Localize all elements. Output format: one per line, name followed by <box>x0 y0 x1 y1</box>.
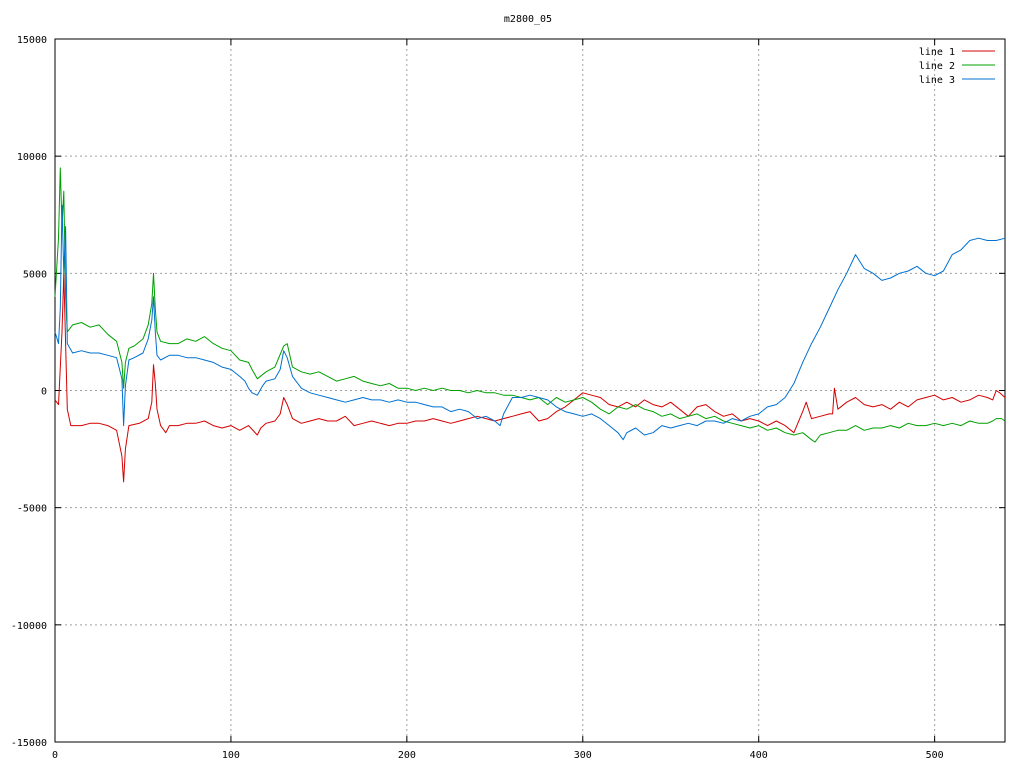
x-tick-label: 100 <box>222 750 240 761</box>
legend-label-1: line 1 <box>919 47 955 58</box>
axes: 0 100 200 300 400 500 -15000 -10000 -5000 0 5000 10… <box>11 35 1006 761</box>
series-line-2 <box>54 167 1006 443</box>
y-tick-label: 0 <box>41 387 47 398</box>
x-tick-label: 500 <box>926 750 944 761</box>
x-tick-label: 200 <box>398 750 416 761</box>
x-tick-label: 0 <box>52 750 58 761</box>
series-line-3 <box>54 204 1006 441</box>
y-tick-label: 15000 <box>17 35 47 46</box>
y-tick-label: -5000 <box>17 504 47 515</box>
y-tick-label: 10000 <box>17 152 47 163</box>
series-line-1 <box>54 272 1006 483</box>
chart-title: m2800_05 <box>504 14 552 25</box>
x-tick-label: 300 <box>574 750 592 761</box>
grid-lines <box>55 39 1005 742</box>
y-tick-label: -15000 <box>11 738 47 749</box>
y-tick-label: 5000 <box>23 269 47 280</box>
legend-label-3: line 3 <box>919 75 955 86</box>
legend: line 1 line 2 line 3 <box>919 47 995 86</box>
y-tick-label: -10000 <box>11 621 47 632</box>
series-lines <box>54 167 1006 483</box>
x-tick-label: 400 <box>750 750 768 761</box>
legend-label-2: line 2 <box>919 61 955 72</box>
